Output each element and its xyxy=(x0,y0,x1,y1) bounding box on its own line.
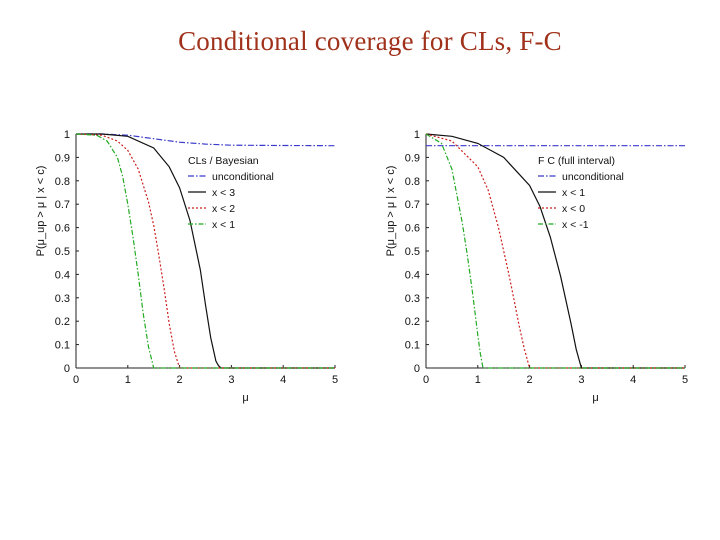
y-tick-label: 0.9 xyxy=(405,152,420,164)
series-line xyxy=(425,133,685,369)
x-tick-label: 2 xyxy=(527,374,533,386)
legend-label: x < 0 xyxy=(562,203,585,215)
y-tick-label: 0.9 xyxy=(55,152,70,164)
y-tick-label: 0 xyxy=(414,363,420,375)
series-line xyxy=(75,133,335,369)
legend-label: x < 1 xyxy=(212,219,235,231)
y-tick-label: 1 xyxy=(414,129,420,141)
y-tick-label: 0.8 xyxy=(55,176,70,188)
y-tick-label: 0.3 xyxy=(55,293,70,305)
x-tick-label: 1 xyxy=(125,374,131,386)
x-tick-label: 4 xyxy=(630,374,636,386)
legend-title: CLs / Bayesian xyxy=(188,155,259,167)
series-line xyxy=(76,133,335,369)
slide-title: Conditional coverage for CLs, F-C xyxy=(178,26,562,56)
series-line xyxy=(76,133,336,147)
x-tick-label: 0 xyxy=(423,374,429,386)
x-tick-label: 3 xyxy=(578,374,584,386)
y-tick-label: 0.8 xyxy=(405,176,420,188)
legend-label: unconditional xyxy=(212,171,274,183)
x-tick-label: 4 xyxy=(280,374,286,386)
y-tick-label: 0.4 xyxy=(55,269,70,281)
y-axis-title: P(μ_up > μ | x < c) xyxy=(35,166,47,257)
y-tick-label: 0.2 xyxy=(55,316,70,328)
y-tick-label: 0.5 xyxy=(55,246,70,258)
y-tick-label: 0.6 xyxy=(405,223,420,235)
x-tick-label: 5 xyxy=(332,374,338,386)
chart-left: 0 0.1 0.2 0.3 0.4 0.5 0.6 0.7 0.8 0.9 1 0 1 2 3 4 5 μ P(μ_… xyxy=(35,129,338,404)
y-tick-label: 0.6 xyxy=(55,223,70,235)
x-tick-label: 1 xyxy=(475,374,481,386)
x-axis-title: μ xyxy=(592,392,598,404)
y-tick-label: 0.7 xyxy=(55,199,70,211)
x-tick-label: 3 xyxy=(228,374,234,386)
x-tick-label: 0 xyxy=(73,374,79,386)
x-tick-label: 5 xyxy=(682,374,688,386)
legend-title: F C (full interval) xyxy=(538,155,615,167)
legend-label: unconditional xyxy=(562,171,624,183)
y-axis-title: P(μ_up > μ | x < c) xyxy=(385,166,397,257)
y-tick-label: 0.5 xyxy=(405,246,420,258)
y-tick-label: 1 xyxy=(64,129,70,141)
series-line xyxy=(75,133,335,369)
legend-label: x < 2 xyxy=(212,203,235,215)
y-tick-label: 0.1 xyxy=(405,340,420,352)
y-tick-label: 0.7 xyxy=(405,199,420,211)
series-line xyxy=(425,133,685,369)
x-tick-label: 2 xyxy=(177,374,183,386)
y-tick-label: 0.2 xyxy=(405,316,420,328)
x-axis-title: μ xyxy=(242,392,248,404)
legend-label: x < 3 xyxy=(212,187,235,199)
y-tick-label: 0 xyxy=(64,363,70,375)
legend-label: x < 1 xyxy=(562,187,585,199)
y-tick-label: 0.1 xyxy=(55,340,70,352)
series-line xyxy=(425,133,685,369)
legend-label: x < -1 xyxy=(562,219,589,231)
y-tick-label: 0.3 xyxy=(405,293,420,305)
chart-right: 0 0.1 0.2 0.3 0.4 0.5 0.6 0.7 0.8 0.9 1 0 1 2 3 4 5 μ P(μ_… xyxy=(385,129,688,404)
y-tick-label: 0.4 xyxy=(405,269,420,281)
